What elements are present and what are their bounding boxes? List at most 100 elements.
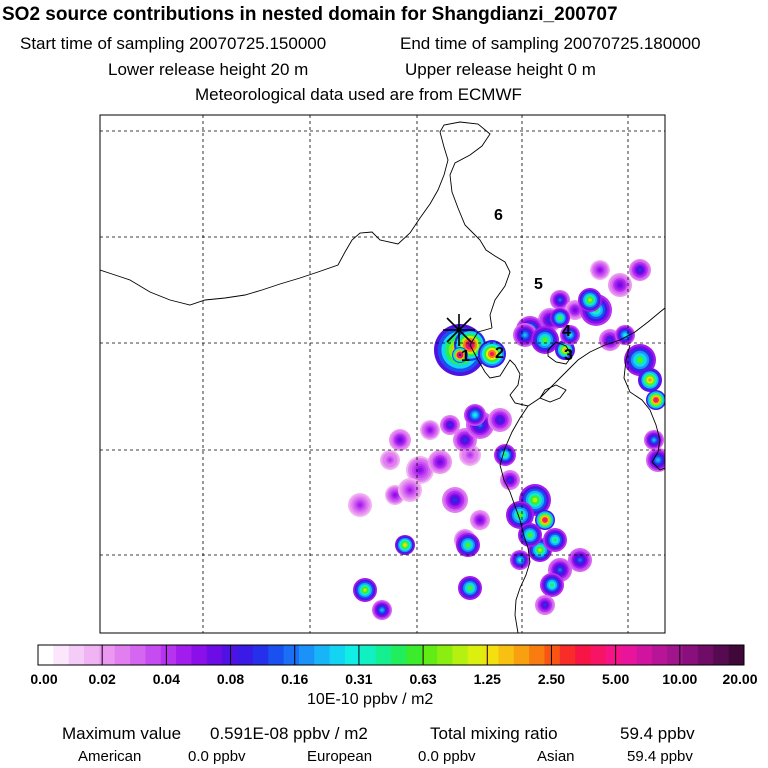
plume-contour [380, 608, 384, 612]
plume-contour [618, 283, 622, 287]
plume-contour [508, 478, 512, 482]
plume-blob [518, 523, 542, 547]
plume-contour [532, 497, 538, 503]
plume-contour [466, 543, 470, 547]
colorbar-tick-label: 2.50 [538, 671, 565, 687]
colorbar-unit: 10E-10 ppbv / m2 [307, 691, 434, 708]
colorbar-swatch [575, 645, 592, 665]
colorbar-swatch [84, 645, 100, 665]
plume-contour [388, 458, 392, 462]
asian-value: 59.4 ppbv [627, 748, 693, 765]
chart-title: SO2 source contributions in nested domai… [2, 4, 618, 25]
plume-contour [473, 413, 477, 417]
colorbar-tick-label: 1.25 [474, 671, 501, 687]
colorbar-tick-label: 0.04 [153, 671, 180, 687]
american-label: American [78, 748, 142, 765]
colorbar-swatch [145, 645, 162, 665]
colorbar-swatch [360, 645, 377, 665]
colorbar-tick-label: 10.00 [662, 671, 697, 687]
colorbar-swatch [406, 645, 423, 665]
colorbar-swatch [298, 645, 315, 665]
plume-blob [568, 548, 592, 572]
colorbar-swatch [375, 645, 392, 665]
plume-blob [458, 576, 482, 600]
plume-blob [500, 470, 520, 490]
plume-contour [558, 298, 562, 302]
plume-blob [590, 260, 610, 280]
colorbar-swatch [206, 645, 223, 665]
plume-contour [393, 493, 397, 497]
colorbar-tick-label: 5.00 [602, 671, 629, 687]
plume-blob [452, 347, 468, 363]
region-label-6: 6 [494, 207, 503, 224]
plume-contour [578, 558, 582, 562]
map-frame [99, 114, 666, 634]
colorbar-swatch [314, 645, 331, 665]
plume-contour [363, 588, 367, 592]
plume-blob [535, 595, 555, 615]
plume-blob [420, 420, 440, 440]
plume-blob [540, 573, 564, 597]
plume-contour [468, 453, 472, 457]
colorbar-swatch [283, 645, 300, 665]
colorbar-tick-label: 0.02 [89, 671, 116, 687]
plume-blob [389, 429, 411, 451]
max-value: 0.591E-08 ppbv / m2 [210, 724, 368, 743]
plume-contour [408, 488, 412, 492]
plume-contour [652, 438, 656, 442]
plume-blob [470, 510, 490, 530]
colorbar-swatch [344, 645, 361, 665]
region-label-5: 5 [534, 276, 543, 293]
met-data-label: Meteorological data used are from ECMWF [195, 85, 522, 104]
region-label-2: 2 [495, 345, 504, 362]
upper-release-height-label: Upper release height 0 m [405, 60, 596, 79]
colorbar-swatch [636, 645, 653, 665]
colorbar-tick-label: 0.08 [217, 671, 244, 687]
colorbar-tick-label: 20.00 [722, 671, 757, 687]
colorbar-swatch [728, 645, 745, 665]
plume-blob [395, 535, 415, 555]
plume-contour [568, 333, 572, 337]
plume-blob [535, 510, 555, 530]
plume-blob [543, 528, 567, 552]
plume-contour [553, 538, 557, 542]
colorbar-swatch [160, 645, 177, 665]
plume-blob [478, 340, 506, 368]
plume-contour [543, 603, 547, 607]
colorbar-swatch [329, 645, 346, 665]
colorbar-swatch [114, 645, 131, 665]
plume-blob [646, 448, 665, 472]
plume-contour [542, 337, 548, 343]
colorbar-swatch [452, 645, 469, 665]
plume-blob [578, 288, 602, 312]
plume-blob [440, 415, 460, 435]
plume-blob [428, 450, 452, 474]
colorbar-swatch [529, 645, 545, 665]
plume-blob [531, 326, 559, 354]
plume-contour [637, 357, 643, 363]
concentration-field [348, 259, 665, 620]
plume-blob [372, 600, 392, 620]
plume-contour [489, 351, 495, 357]
plume-contour [503, 453, 507, 457]
plume-contour [656, 458, 660, 462]
plume-blob [550, 290, 570, 310]
plume-blob [646, 390, 665, 410]
plume-blob [519, 484, 551, 516]
colorbar-swatch [176, 645, 192, 665]
colorbar-swatch [99, 645, 116, 665]
colorbar-swatch [467, 645, 484, 665]
colorbar-swatch [498, 645, 515, 665]
colorbar-swatch [483, 645, 499, 665]
total-mixing-ratio-label: Total mixing ratio [430, 724, 558, 743]
colorbar-swatch [621, 645, 638, 665]
european-value: 0.0 ppbv [418, 748, 476, 765]
colorbar-swatch [252, 645, 269, 665]
plume-contour [598, 268, 602, 272]
plume-blob [629, 259, 651, 281]
plume-blob [456, 533, 480, 557]
plume-contour [623, 333, 627, 337]
plume-contour [458, 353, 462, 357]
coastline-south [499, 405, 531, 633]
lower-release-height-label: Lower release height 20 m [108, 60, 309, 79]
